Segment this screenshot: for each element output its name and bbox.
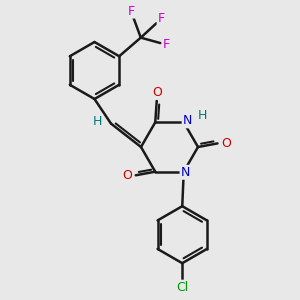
Text: O: O bbox=[221, 137, 231, 150]
Text: F: F bbox=[158, 12, 165, 25]
Text: O: O bbox=[122, 169, 132, 182]
Text: H: H bbox=[198, 109, 207, 122]
Text: H: H bbox=[93, 115, 102, 128]
Text: Cl: Cl bbox=[176, 281, 188, 294]
Text: O: O bbox=[152, 86, 162, 99]
Text: N: N bbox=[183, 114, 192, 127]
Text: F: F bbox=[128, 4, 135, 18]
Text: N: N bbox=[181, 166, 190, 179]
Text: F: F bbox=[163, 38, 170, 51]
